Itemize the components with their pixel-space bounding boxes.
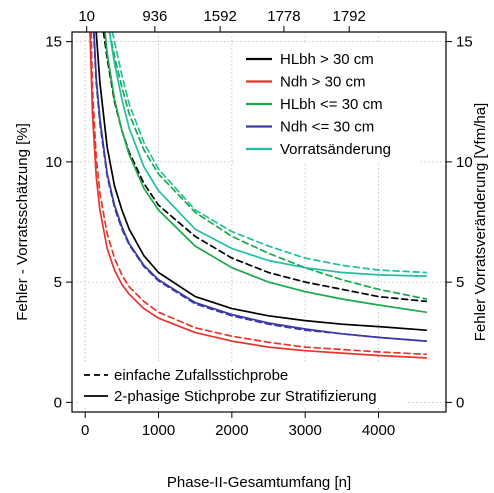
x-axis-bottom-ticks: 0 1000 2000 3000 4000 (81, 412, 395, 439)
series-line-vorrats-nderung-dashed (111, 32, 428, 274)
y-axis-left-ticks: 0 5 10 15 (45, 34, 72, 411)
y-axis-right-ticks: 0 5 10 15 (446, 34, 473, 411)
x-axis-top-ticks: 10 936 1592 1778 1792 (78, 8, 366, 32)
y-right-tick-label: 5 (456, 274, 464, 291)
x-axis-label: Phase-II-Gesamtumfang [n] (167, 474, 351, 491)
y-axis-left-label: Fehler - Vorratsschätzung [%] (14, 123, 31, 321)
legend-series-label: HLbh <= 30 cm (280, 96, 383, 113)
top-tick-label: 1592 (203, 8, 236, 25)
plot-frame (71, 31, 447, 413)
x-tick-label: 3000 (289, 422, 322, 439)
x-tick-label: 2000 (215, 422, 248, 439)
legend-sampling-label: 2-phasige Stichprobe zur Stratifizierung (114, 388, 377, 405)
axes: 0 1000 2000 3000 4000 10 936 1592 1778 1792 0 5 10… (45, 8, 472, 439)
series-line-hlbh-30-cm-dashed (108, 32, 428, 300)
legend-series-label: HLbh > 30 cm (280, 51, 374, 68)
x-tick-label: 0 (81, 422, 89, 439)
legend-sampling-label: einfache Zufallsstichprobe (114, 367, 288, 384)
top-tick-label: 1778 (267, 8, 300, 25)
y-left-tick-label: 5 (54, 274, 62, 291)
series-line-vorrats-nderung-solid (108, 32, 428, 277)
y-right-tick-label: 0 (456, 394, 464, 411)
series-line-ndh-30-cm-dashed (90, 32, 428, 356)
legend-sampling-background (80, 362, 405, 408)
y-right-tick-label: 10 (456, 154, 473, 171)
legend-sampling-box: einfache Zufallsstichprobe 2-phasige Stic… (80, 362, 405, 408)
legend-series-label: Vorratsänderung (280, 141, 391, 158)
series-lines (89, 32, 428, 359)
legend-series-label: Ndh <= 30 cm (280, 119, 374, 136)
series-line-hlbh-30-cm-solid (104, 32, 428, 314)
y-axis-right-label: Fehler Vorratsveränderung [Vfm/ha] (472, 103, 489, 341)
series-line-hlbh-30-cm-solid (95, 32, 428, 332)
x-tick-label: 4000 (362, 422, 395, 439)
y-left-tick-label: 0 (54, 394, 62, 411)
series-line-ndh-30-cm-solid (89, 32, 428, 359)
plot-area: HLbh > 30 cm Ndh > 30 cm HLbh <= 30 cm Ndh … (71, 31, 447, 413)
legend-series-box: HLbh > 30 cm Ndh > 30 cm HLbh <= 30 cm Ndh … (236, 44, 418, 163)
grid-lines (72, 32, 446, 412)
y-left-tick-label: 15 (45, 34, 62, 51)
y-left-tick-label: 10 (45, 154, 62, 171)
y-right-tick-label: 15 (456, 34, 473, 51)
top-tick-label: 1792 (333, 8, 366, 25)
top-tick-label: 10 (78, 8, 95, 25)
series-line-ndh-30-cm-dashed (92, 32, 428, 342)
top-tick-label: 936 (142, 8, 167, 25)
legend-series-label: Ndh > 30 cm (280, 74, 365, 91)
x-tick-label: 1000 (142, 422, 175, 439)
